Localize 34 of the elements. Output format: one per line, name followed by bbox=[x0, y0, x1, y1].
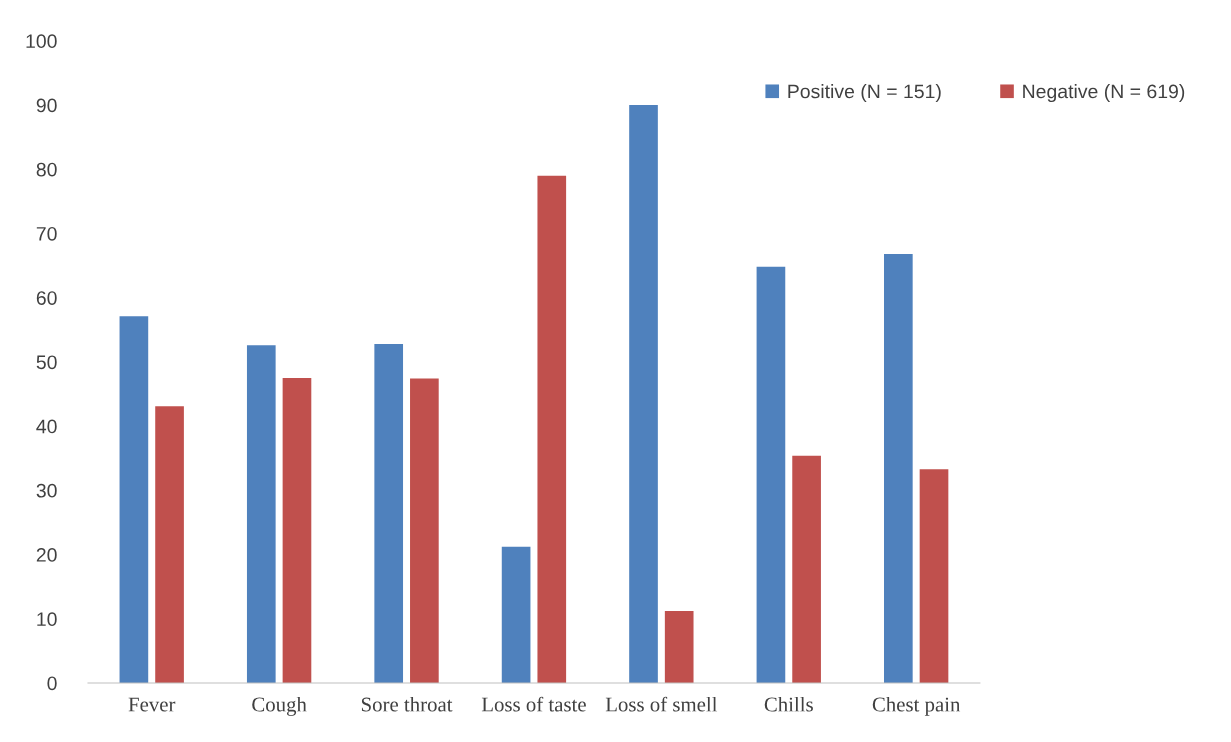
y-tick-label: 10 bbox=[37, 612, 57, 627]
bar bbox=[919, 469, 949, 684]
y-tick-label: 90 bbox=[36, 98, 57, 113]
bar bbox=[792, 455, 821, 684]
bar bbox=[537, 175, 567, 684]
y-tick-label: 30 bbox=[36, 483, 57, 498]
bar bbox=[155, 406, 184, 684]
y-tick-label: 100 bbox=[26, 34, 57, 49]
bar bbox=[374, 343, 404, 684]
y-tick-label: 0 bbox=[47, 676, 57, 691]
bar bbox=[884, 254, 913, 684]
x-tick-label: Fever bbox=[128, 697, 176, 712]
x-tick-label: Chest pain bbox=[872, 696, 961, 716]
x-tick-label: Chills bbox=[764, 696, 813, 712]
y-tick-label: 70 bbox=[36, 226, 57, 241]
bar bbox=[629, 105, 658, 684]
y-tick-label: 60 bbox=[36, 291, 57, 305]
bar bbox=[501, 546, 531, 684]
y-tick-label: 80 bbox=[36, 162, 57, 177]
bar bbox=[756, 266, 786, 684]
bar bbox=[282, 377, 312, 684]
y-tick-label: 50 bbox=[36, 355, 57, 370]
y-tick-label: 40 bbox=[36, 419, 57, 434]
legend-label: Negative (N = 619) bbox=[1023, 84, 1185, 103]
bar bbox=[246, 345, 276, 684]
legend-label: Positive (N = 151) bbox=[788, 84, 941, 103]
bar bbox=[119, 316, 149, 684]
bar bbox=[410, 378, 439, 684]
y-tick-label: 20 bbox=[36, 548, 57, 562]
x-tick-label: Sore throat bbox=[361, 696, 453, 712]
x-tick-label: Loss of taste bbox=[481, 696, 586, 712]
x-tick-label: Cough bbox=[252, 696, 307, 716]
x-tick-label: Loss of smell bbox=[605, 696, 718, 712]
bar bbox=[664, 611, 694, 684]
